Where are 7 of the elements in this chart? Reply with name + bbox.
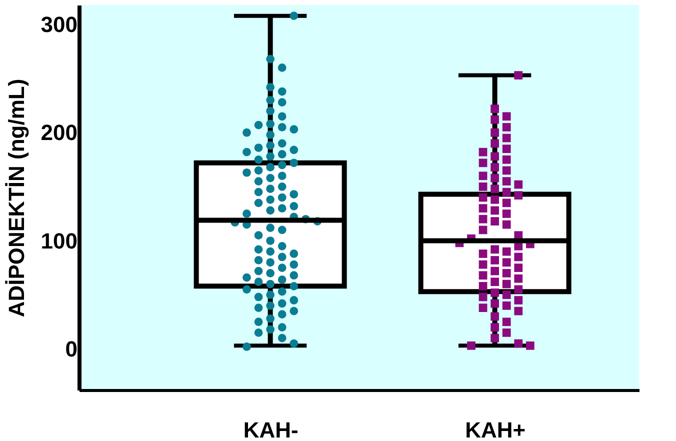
x-tick-label: KAH-: [243, 418, 298, 441]
y-tick-label: 300: [40, 12, 78, 37]
y-tick-label: 200: [40, 120, 78, 146]
y-tick-label: 0: [65, 336, 78, 362]
x-tick-label: KAH+: [465, 418, 526, 441]
y-tick-label: 100: [40, 228, 78, 254]
y-axis-title: ADİPONEKTİN (ng/mL): [4, 78, 29, 318]
